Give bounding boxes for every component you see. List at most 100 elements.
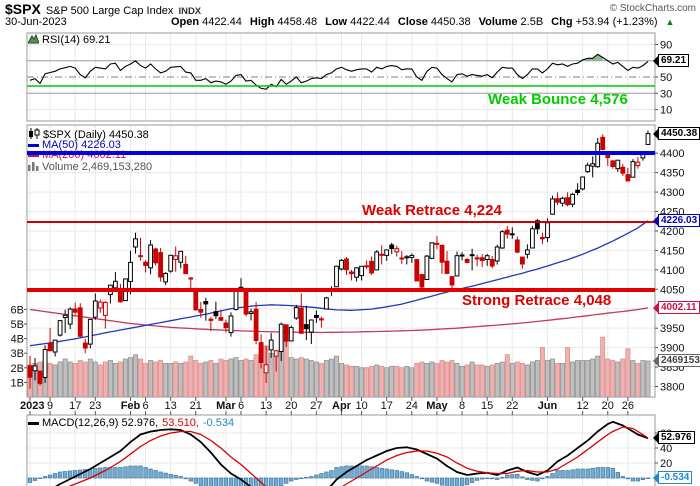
axis-label: 12	[577, 400, 589, 412]
axis-label: 20	[285, 400, 297, 412]
axis-labels: 3800385039003950400040504100415042004250…	[11, 40, 685, 471]
rsi-value-box: 69.21	[653, 54, 690, 67]
chg-label: Chg	[551, 16, 573, 28]
left-notch-icon	[653, 472, 658, 483]
mountain-icon	[27, 33, 40, 47]
chg-value: +53.94 (+1.23%)	[575, 16, 658, 28]
axis-label: 13	[165, 400, 177, 412]
low-value: 4422.44	[350, 16, 390, 28]
close-label: Close	[397, 16, 428, 28]
ma50-value-box: 4226.03	[653, 214, 700, 227]
axis-label: 20	[602, 400, 614, 412]
axis-label: 6	[238, 400, 244, 412]
volume-bars-icon	[28, 161, 39, 174]
copyright: © StockCharts.com	[609, 3, 696, 14]
rsi-legend-label: RSI(14) 69.21	[42, 34, 111, 46]
exchange-tag: INDX	[178, 6, 202, 17]
left-notch-icon	[653, 128, 658, 139]
ma200-legend: MA(200) 4002.11	[28, 150, 126, 161]
volume-legend: Volume 2,469,153,280	[28, 161, 152, 174]
axis-label: Apr	[332, 400, 352, 412]
axis-label: 6	[142, 400, 148, 412]
axis-label: 4400	[660, 148, 684, 160]
axis-label: 4050	[660, 284, 684, 296]
axis-label: 30	[660, 88, 672, 100]
axis-label: 23	[89, 400, 101, 412]
axis-label: Feb	[121, 400, 141, 412]
left-notch-icon	[653, 355, 658, 366]
rsi-legend: RSI(14) 69.21	[27, 33, 111, 47]
macd-line-icon	[28, 422, 39, 425]
macd-signal-label: 53.510,	[162, 417, 199, 429]
axis-label: 15	[481, 400, 493, 412]
axis-label: 4150	[660, 245, 684, 257]
quote-date: 30-Jun-2023	[5, 16, 67, 28]
axis-label: 6B	[11, 304, 24, 316]
ma50-legend: MA(50) 4226.03	[28, 140, 121, 151]
axis-label: 10	[355, 400, 367, 412]
axis-label: 3950	[660, 323, 684, 335]
open-label: Open	[171, 16, 200, 28]
axis-label: 21	[190, 400, 202, 412]
ma200-line-icon	[28, 154, 39, 157]
weak-retrace-line	[27, 221, 655, 223]
high-label: High	[249, 16, 275, 28]
quote-line: 30-Jun-2023 Open 4422.44 High 4458.48 Low 4422…	[5, 16, 697, 28]
ma50-legend-label: MA(50) 4226.03	[42, 139, 121, 151]
high-value: 4458.48	[277, 16, 318, 28]
volume-value: 2.5B	[520, 16, 544, 28]
volume-label: Volume	[478, 16, 518, 28]
axis-label: 20	[660, 458, 672, 470]
axis-label: 8	[459, 400, 465, 412]
axis-label: 3800	[660, 382, 684, 394]
axis-label: 22	[506, 400, 518, 412]
price-legend-main: $SPX (Daily) 4450.38	[28, 128, 149, 142]
axis-label: 1B	[11, 377, 24, 389]
axis-label: 2023	[20, 400, 44, 412]
axis-label: 5B	[11, 319, 24, 331]
chart-header: $SPX S&P 500 Large Cap Index INDX	[5, 1, 202, 17]
ma50-line-icon	[28, 144, 39, 147]
last-price-value-box: 4450.38	[653, 127, 700, 140]
axis-label: 4300	[660, 187, 684, 199]
axis-label: 17	[69, 400, 81, 412]
macd-hist-value-box: -0.534	[653, 471, 693, 484]
open-value: 4422.44	[202, 16, 242, 28]
axis-label: 40	[660, 443, 672, 455]
low-label: Low	[325, 16, 348, 28]
axis-label: 17	[381, 400, 393, 412]
index-name: S&P 500 Large Cap Index	[45, 5, 174, 17]
price-legend-label: $SPX (Daily) 4450.38	[43, 128, 149, 141]
strong-retrace-line	[27, 288, 655, 292]
axis-label: May	[426, 400, 448, 412]
ma200-legend-label: MA(200) 4002.11	[42, 149, 127, 161]
axis-label: Jun	[538, 400, 558, 412]
macd-layer	[27, 420, 651, 486]
symbol: $SPX	[5, 1, 41, 17]
ma200-value-box: 4002.11	[653, 301, 700, 314]
axis-label: 4100	[660, 265, 684, 277]
axis-label: 9	[47, 400, 53, 412]
axis-label: 4350	[660, 168, 684, 180]
left-notch-icon	[653, 55, 658, 66]
axis-label: 24	[406, 400, 418, 412]
macd-legend-label: MACD(12,26,9) 52.976,	[42, 417, 159, 429]
axis-label: 26	[622, 400, 634, 412]
close-value: 4450.38	[430, 16, 471, 28]
left-notch-icon	[653, 215, 658, 226]
axis-label: 2B	[11, 363, 24, 375]
axis-label: 10	[660, 105, 672, 117]
axis-label: 27	[310, 400, 322, 412]
axis-label: 50	[660, 72, 672, 84]
volume-value-box: 2469153	[653, 354, 700, 367]
macd-hist-label: -0.534	[202, 417, 235, 429]
macd-value-box: 52.976	[653, 431, 695, 444]
strong-retrace-annotation: Strong Retrace 4,048	[462, 292, 612, 309]
axis-label: 4200	[660, 226, 684, 238]
axis-label: 4B	[11, 334, 24, 346]
axis-label: Mar	[216, 400, 236, 412]
axis-label: 13	[260, 400, 272, 412]
macd-legend: MACD(12,26,9) 52.976, 53.510, -0.534	[28, 418, 234, 429]
